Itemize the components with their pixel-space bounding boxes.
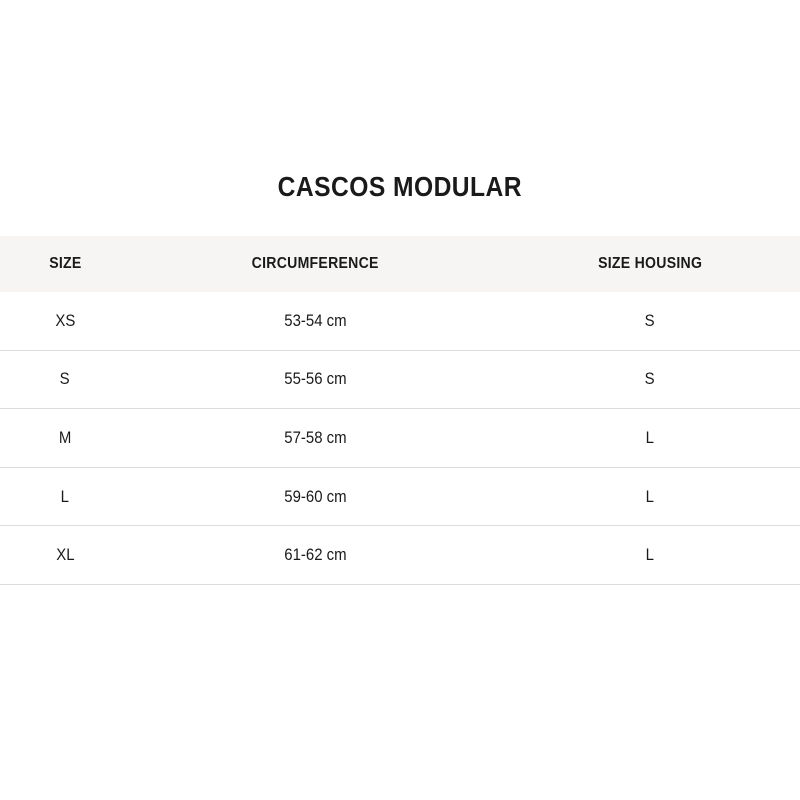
table-row: M 57-58 cm L (0, 408, 800, 468)
cell-size-housing-value: S (645, 369, 655, 389)
table-header: SIZE CIRCUMFERENCE SIZE HOUSING (0, 236, 800, 292)
cell-size: L (0, 467, 130, 527)
page-title-text: CASCOS MODULAR (277, 171, 523, 202)
header-cell-size-housing-label: SIZE HOUSING (597, 255, 703, 272)
cell-size: S (0, 350, 130, 410)
cell-size-housing-value: S (645, 310, 655, 330)
cell-size-value: L (60, 486, 70, 506)
header-cell-circumference: CIRCUMFERENCE (130, 236, 500, 292)
cell-size: XS (0, 292, 130, 351)
table-row: XL 61-62 cm L (0, 525, 800, 585)
table-row: S 55-56 cm S (0, 350, 800, 410)
cell-size-housing: L (500, 408, 800, 468)
size-chart-table: SIZE CIRCUMFERENCE SIZE HOUSING XS 53-54… (0, 236, 800, 585)
cell-size-housing: L (500, 467, 800, 527)
cell-circumference-value: 59-60 cm (283, 486, 347, 506)
cell-size: M (0, 408, 130, 468)
cell-circumference: 57-58 cm (130, 408, 500, 468)
cell-size-housing-value: L (645, 486, 655, 506)
cell-size-value: XL (55, 545, 75, 565)
table-body: XS 53-54 cm S S 55-56 cm S (0, 292, 800, 585)
cell-circumference: 55-56 cm (130, 350, 500, 410)
cell-circumference-value: 57-58 cm (283, 427, 347, 447)
cell-size-housing: L (500, 525, 800, 585)
cell-circumference: 61-62 cm (130, 525, 500, 585)
header-cell-size-label: SIZE (48, 255, 82, 272)
page-title: CASCOS MODULAR (0, 170, 800, 204)
table-row: L 59-60 cm L (0, 467, 800, 527)
cell-size-housing: S (500, 350, 800, 410)
cell-size-housing: S (500, 292, 800, 351)
header-cell-size: SIZE (0, 236, 130, 292)
cell-size: XL (0, 525, 130, 585)
table-header-row: SIZE CIRCUMFERENCE SIZE HOUSING (0, 236, 800, 292)
cell-circumference-value: 55-56 cm (283, 369, 347, 389)
cell-size-value: S (60, 369, 70, 389)
table-row: XS 53-54 cm S (0, 292, 800, 351)
cell-circumference: 53-54 cm (130, 292, 500, 351)
cell-size-housing-value: L (645, 427, 655, 447)
header-cell-circumference-label: CIRCUMFERENCE (251, 255, 379, 272)
cell-circumference-value: 61-62 cm (283, 545, 347, 565)
cell-circumference: 59-60 cm (130, 467, 500, 527)
header-cell-size-housing: SIZE HOUSING (500, 236, 800, 292)
cell-size-housing-value: L (645, 545, 655, 565)
cell-circumference-value: 53-54 cm (283, 310, 347, 330)
cell-size-value: XS (55, 310, 75, 330)
cell-size-value: M (58, 427, 72, 447)
